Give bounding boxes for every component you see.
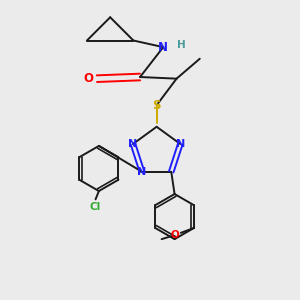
- Text: S: S: [152, 99, 161, 112]
- Text: O: O: [84, 72, 94, 85]
- Text: N: N: [176, 139, 185, 149]
- Text: N: N: [158, 40, 168, 54]
- Text: N: N: [137, 167, 147, 177]
- Text: Cl: Cl: [90, 202, 101, 212]
- Text: H: H: [177, 40, 186, 50]
- Text: O: O: [171, 230, 180, 240]
- Text: N: N: [128, 139, 138, 149]
